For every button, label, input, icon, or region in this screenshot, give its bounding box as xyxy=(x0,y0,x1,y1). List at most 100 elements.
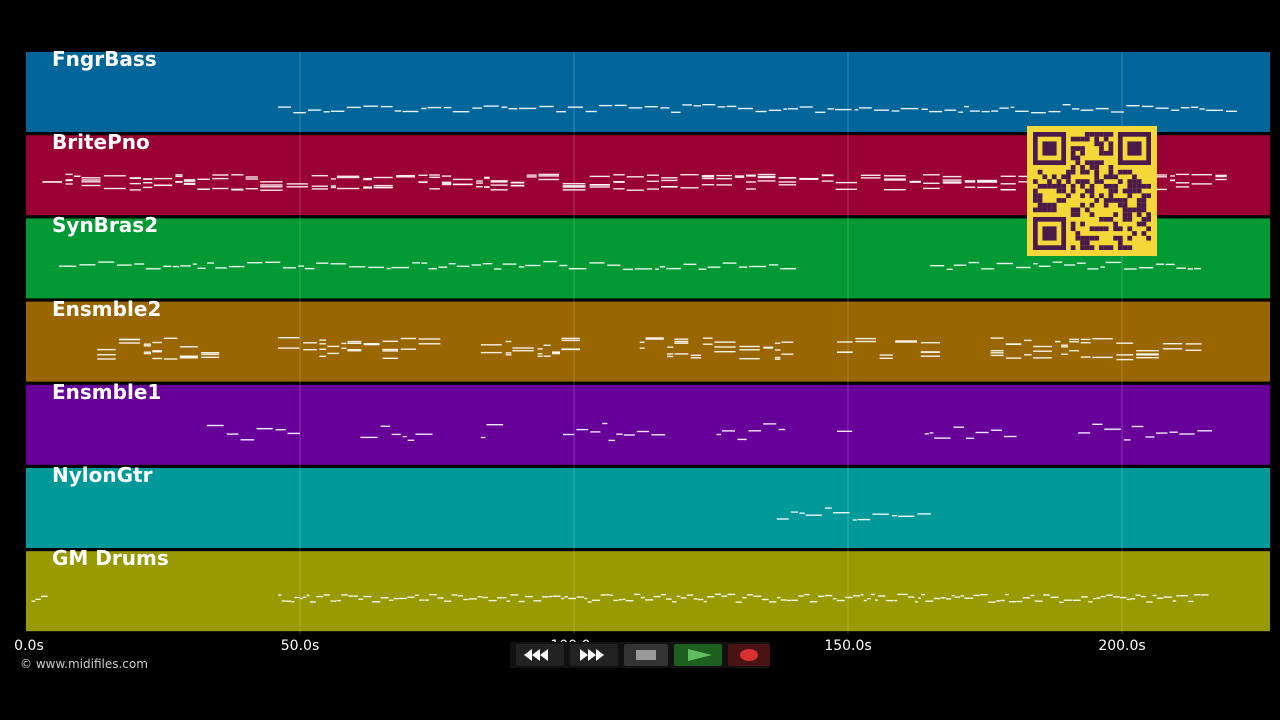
record-button[interactable] xyxy=(728,644,770,666)
note xyxy=(674,353,689,355)
qr-module xyxy=(1070,136,1076,142)
qr-module xyxy=(1117,240,1123,246)
qr-module xyxy=(1103,226,1109,232)
qr-module xyxy=(1056,179,1062,184)
note xyxy=(563,433,575,436)
note xyxy=(197,178,211,180)
note xyxy=(1063,599,1072,601)
qr-module xyxy=(1132,231,1137,236)
fast-forward-button[interactable] xyxy=(570,644,618,666)
note xyxy=(763,423,777,425)
note xyxy=(878,595,886,597)
qr-module xyxy=(1080,165,1085,170)
note xyxy=(561,348,580,351)
note xyxy=(293,112,306,114)
note xyxy=(212,177,229,180)
note xyxy=(1136,353,1159,355)
note xyxy=(901,593,908,596)
note xyxy=(907,596,915,598)
note xyxy=(308,109,322,111)
note xyxy=(778,181,797,183)
note xyxy=(505,352,512,354)
rewind-button[interactable] xyxy=(516,644,564,666)
note xyxy=(965,437,975,439)
note xyxy=(815,111,826,113)
qr-module xyxy=(1132,207,1137,213)
note xyxy=(525,264,541,267)
note xyxy=(981,268,995,270)
note xyxy=(163,358,178,360)
note xyxy=(441,175,452,177)
note xyxy=(779,268,797,270)
note xyxy=(543,344,551,346)
qr-module xyxy=(1056,188,1062,194)
note xyxy=(1187,268,1193,270)
note xyxy=(327,352,340,355)
note xyxy=(837,351,853,353)
note xyxy=(303,349,317,351)
note xyxy=(183,179,196,181)
note xyxy=(964,181,976,183)
note xyxy=(153,184,173,186)
note xyxy=(1201,594,1209,596)
note xyxy=(707,266,721,268)
note xyxy=(1080,356,1091,358)
track-lane xyxy=(26,52,1270,132)
note xyxy=(278,594,282,596)
note xyxy=(969,597,974,599)
qr-finder-core xyxy=(1042,141,1057,156)
note xyxy=(525,595,533,598)
qr-module xyxy=(1042,174,1048,180)
track-label: FngrBass xyxy=(52,47,157,71)
note xyxy=(302,596,307,598)
note xyxy=(809,601,818,603)
qr-module xyxy=(1084,179,1090,184)
qr-module xyxy=(1047,183,1052,189)
note xyxy=(508,108,518,110)
note xyxy=(480,344,502,346)
note xyxy=(129,182,141,185)
qr-module xyxy=(1080,235,1085,241)
note xyxy=(883,175,906,177)
note xyxy=(659,266,666,268)
qr-module xyxy=(1108,216,1114,222)
note xyxy=(636,430,650,433)
note xyxy=(512,350,534,352)
qr-module xyxy=(1075,212,1081,217)
qr-module xyxy=(1132,188,1137,194)
note xyxy=(645,338,664,340)
note xyxy=(1148,176,1167,178)
note xyxy=(480,351,502,354)
note xyxy=(707,596,715,598)
note xyxy=(373,176,393,179)
note xyxy=(58,265,77,267)
note xyxy=(609,594,614,596)
qr-module xyxy=(1122,216,1128,222)
qr-module xyxy=(1089,202,1095,208)
note xyxy=(483,105,499,107)
note xyxy=(827,108,834,110)
note xyxy=(484,176,490,179)
note xyxy=(1111,111,1124,113)
qr-module xyxy=(1084,169,1090,175)
note xyxy=(347,349,362,351)
note xyxy=(363,187,373,189)
note xyxy=(1199,108,1205,110)
note xyxy=(651,434,666,436)
note xyxy=(1116,342,1134,344)
note xyxy=(336,176,360,179)
stop-button[interactable] xyxy=(624,644,668,666)
qr-module xyxy=(1042,202,1048,208)
note xyxy=(1033,263,1038,265)
note xyxy=(319,355,327,357)
note xyxy=(716,184,733,186)
note xyxy=(183,183,196,185)
qr-module xyxy=(1108,198,1114,203)
time-tick-label: 200.0s xyxy=(1098,638,1146,654)
note xyxy=(309,601,316,603)
note xyxy=(836,599,845,602)
play-button[interactable] xyxy=(674,644,722,666)
note xyxy=(1155,107,1169,109)
note xyxy=(745,188,756,190)
note xyxy=(245,178,258,180)
